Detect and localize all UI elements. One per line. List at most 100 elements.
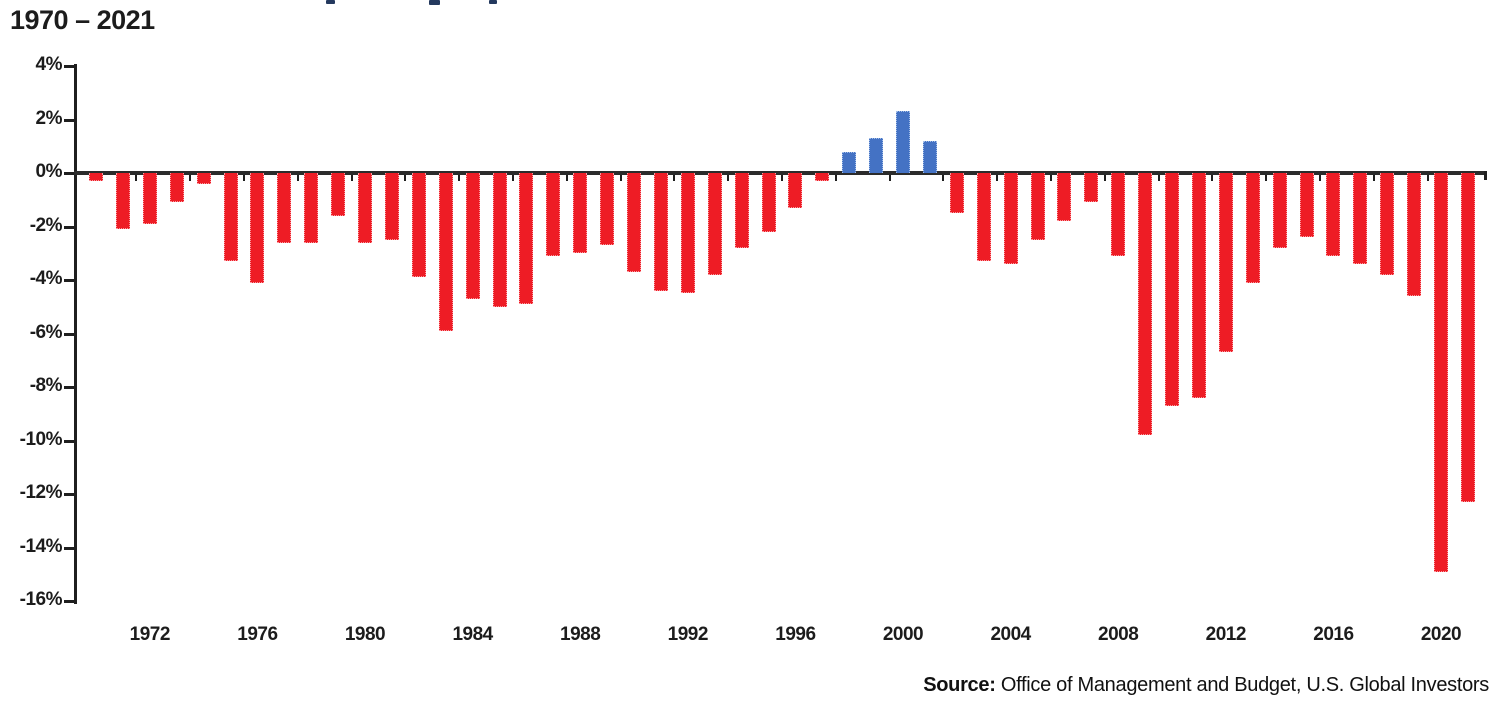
cropped-text-fragment bbox=[429, 0, 440, 5]
baseline-minor-tick bbox=[189, 175, 192, 181]
deficit-bar-2013 bbox=[1245, 173, 1260, 283]
baseline-minor-tick bbox=[1265, 175, 1268, 181]
baseline-minor-tick bbox=[1372, 175, 1375, 181]
source-text: Office of Management and Budget, U.S. Gl… bbox=[995, 674, 1489, 696]
cropped-text-fragment bbox=[326, 0, 335, 4]
y-axis-tick bbox=[64, 439, 74, 443]
baseline-minor-tick bbox=[942, 175, 945, 181]
x-axis-label-1984: 1984 bbox=[452, 624, 493, 645]
deficit-bar-1971 bbox=[115, 173, 130, 230]
deficit-bar-1983 bbox=[438, 173, 453, 331]
y-axis-tick bbox=[64, 493, 74, 496]
deficit-bar-1986 bbox=[519, 173, 534, 305]
y-axis-label: -16% bbox=[19, 589, 63, 610]
x-axis-label-1980: 1980 bbox=[344, 624, 386, 645]
y-axis-label: 2% bbox=[35, 107, 63, 129]
deficit-bar-1988 bbox=[573, 173, 588, 254]
baseline-minor-tick bbox=[619, 175, 622, 181]
y-axis-label: -8% bbox=[29, 375, 63, 396]
deficit-bar-2011 bbox=[1191, 173, 1206, 398]
baseline-minor-tick bbox=[834, 175, 837, 181]
baseline-minor-tick bbox=[673, 175, 676, 181]
baseline-minor-tick bbox=[1103, 175, 1106, 181]
baseline-minor-tick bbox=[1049, 175, 1052, 181]
deficit-bar-2002 bbox=[949, 173, 964, 214]
source-attribution: Source: Office of Management and Budget,… bbox=[923, 674, 1489, 697]
baseline-minor-tick bbox=[888, 175, 891, 181]
deficit-bar-2008 bbox=[1111, 173, 1126, 256]
baseline-minor-tick bbox=[996, 175, 999, 181]
y-axis-label: -10% bbox=[19, 428, 63, 450]
surplus-bar-2000 bbox=[896, 111, 910, 173]
deficit-bar-1974 bbox=[196, 173, 211, 184]
source-label: Source: bbox=[923, 674, 996, 696]
deficit-bar-1977 bbox=[277, 173, 292, 243]
x-axis-label-1992: 1992 bbox=[667, 624, 709, 645]
deficit-bar-1992 bbox=[680, 173, 695, 294]
y-axis-label: -12% bbox=[19, 482, 63, 503]
chart-subtitle-years: 1970 – 2021 bbox=[10, 5, 155, 35]
deficit-bar-1996 bbox=[788, 173, 803, 208]
deficit-bar-1978 bbox=[304, 173, 319, 243]
deficit-bar-1994 bbox=[734, 173, 749, 248]
x-axis-label-1996: 1996 bbox=[775, 624, 816, 645]
deficit-bar-1993 bbox=[707, 173, 722, 275]
deficit-bar-2005 bbox=[1030, 173, 1045, 240]
baseline-minor-tick bbox=[1211, 175, 1214, 181]
deficit-bar-2010 bbox=[1165, 173, 1179, 406]
y-axis-label: 4% bbox=[35, 54, 63, 75]
deficit-bar-2009 bbox=[1138, 173, 1153, 436]
deficit-bar-1982 bbox=[411, 173, 426, 278]
deficit-bar-2007 bbox=[1084, 173, 1099, 203]
baseline-end-tick bbox=[1484, 171, 1487, 180]
deficit-bar-2018 bbox=[1380, 173, 1395, 275]
baseline-minor-tick bbox=[565, 175, 568, 181]
deficit-bar-1979 bbox=[331, 173, 346, 216]
baseline-minor-tick bbox=[780, 175, 783, 181]
y-axis-label: -6% bbox=[29, 321, 63, 343]
deficit-bar-1991 bbox=[653, 173, 668, 291]
deficit-bar-2012 bbox=[1218, 173, 1233, 353]
baseline-minor-tick bbox=[1157, 175, 1160, 181]
x-axis-label-2004: 2004 bbox=[990, 624, 1031, 645]
deficit-bar-1995 bbox=[761, 173, 776, 232]
cropped-text-fragment bbox=[489, 0, 497, 4]
baseline-minor-tick bbox=[1426, 175, 1429, 181]
deficit-bar-1981 bbox=[384, 173, 399, 240]
y-axis-tick bbox=[64, 332, 74, 336]
deficit-bar-1980 bbox=[358, 173, 372, 243]
deficit-bar-2021 bbox=[1460, 173, 1475, 503]
deficit-bar-2006 bbox=[1057, 173, 1072, 222]
deficit-bar-1976 bbox=[250, 173, 265, 283]
y-axis-line bbox=[74, 64, 77, 604]
y-axis-tick bbox=[64, 279, 74, 282]
baseline-minor-tick bbox=[242, 175, 245, 181]
x-axis-label-1988: 1988 bbox=[560, 624, 601, 645]
deficit-bar-2003 bbox=[976, 173, 991, 262]
y-axis-tick bbox=[64, 225, 74, 229]
deficit-bar-2019 bbox=[1407, 173, 1422, 297]
baseline-minor-tick bbox=[727, 175, 730, 181]
baseline-minor-tick bbox=[135, 175, 138, 181]
deficit-bar-1972 bbox=[142, 173, 157, 224]
baseline-minor-tick bbox=[350, 175, 353, 181]
surplus-bar-1999 bbox=[869, 138, 884, 173]
x-axis-label-2012: 2012 bbox=[1205, 624, 1247, 645]
surplus-bar-2001 bbox=[922, 140, 937, 173]
y-axis-label: -14% bbox=[19, 535, 63, 557]
deficit-bar-2016 bbox=[1326, 173, 1341, 256]
y-axis-tick bbox=[64, 172, 74, 175]
baseline-minor-tick bbox=[1318, 175, 1321, 181]
deficit-bar-1984 bbox=[465, 173, 480, 299]
deficit-bar-1970 bbox=[89, 173, 103, 182]
y-axis-tick bbox=[64, 118, 74, 122]
y-axis-tick bbox=[64, 386, 74, 389]
y-axis-label: -4% bbox=[29, 268, 63, 289]
x-axis-label-1972: 1972 bbox=[129, 624, 171, 645]
deficit-bar-1973 bbox=[169, 173, 184, 203]
x-axis-label-1976: 1976 bbox=[237, 624, 278, 645]
deficit-bar-2014 bbox=[1272, 173, 1287, 248]
x-axis-label-2020: 2020 bbox=[1420, 624, 1462, 645]
